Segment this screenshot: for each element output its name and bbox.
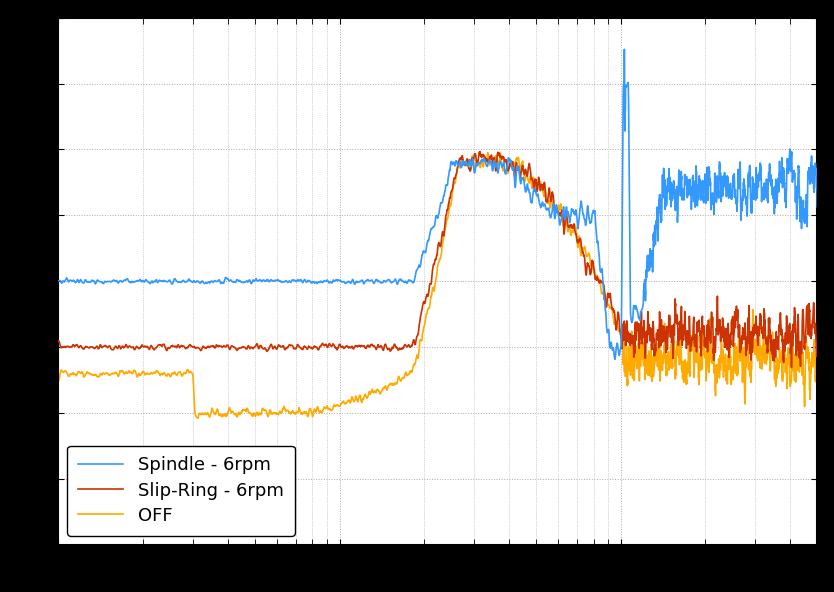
Slip-Ring - 6rpm [191,345,201,352]
Spindle - 6rpm [620,46,630,53]
Slip-Ring - 6rpm [509,166,519,173]
Spindle - 6rpm [344,278,354,285]
OFF [192,414,202,422]
Spindle - 6rpm [610,356,620,363]
OFF [547,195,557,202]
Spindle - 6rpm [678,190,688,197]
Line: OFF: OFF [58,153,817,418]
Spindle - 6rpm [191,278,201,285]
Line: Spindle - 6rpm: Spindle - 6rpm [58,49,817,359]
Spindle - 6rpm [812,203,822,210]
Slip-Ring - 6rpm [475,148,485,155]
Spindle - 6rpm [53,277,63,284]
Slip-Ring - 6rpm [620,322,630,329]
OFF [344,397,354,404]
OFF [620,365,630,372]
Slip-Ring - 6rpm [547,189,557,196]
OFF [812,318,822,326]
Spindle - 6rpm [620,104,630,111]
Spindle - 6rpm [509,165,519,172]
Legend: Spindle - 6rpm, Slip-Ring - 6rpm, OFF: Spindle - 6rpm, Slip-Ring - 6rpm, OFF [68,446,294,536]
Slip-Ring - 6rpm [812,339,822,346]
Spindle - 6rpm [547,209,557,216]
Slip-Ring - 6rpm [344,345,354,352]
OFF [678,375,688,382]
Slip-Ring - 6rpm [677,328,687,335]
Slip-Ring - 6rpm [53,337,63,345]
OFF [191,413,201,420]
OFF [509,160,519,167]
OFF [483,149,493,156]
Slip-Ring - 6rpm [786,364,796,371]
Line: Slip-Ring - 6rpm: Slip-Ring - 6rpm [58,152,817,368]
OFF [53,377,63,384]
